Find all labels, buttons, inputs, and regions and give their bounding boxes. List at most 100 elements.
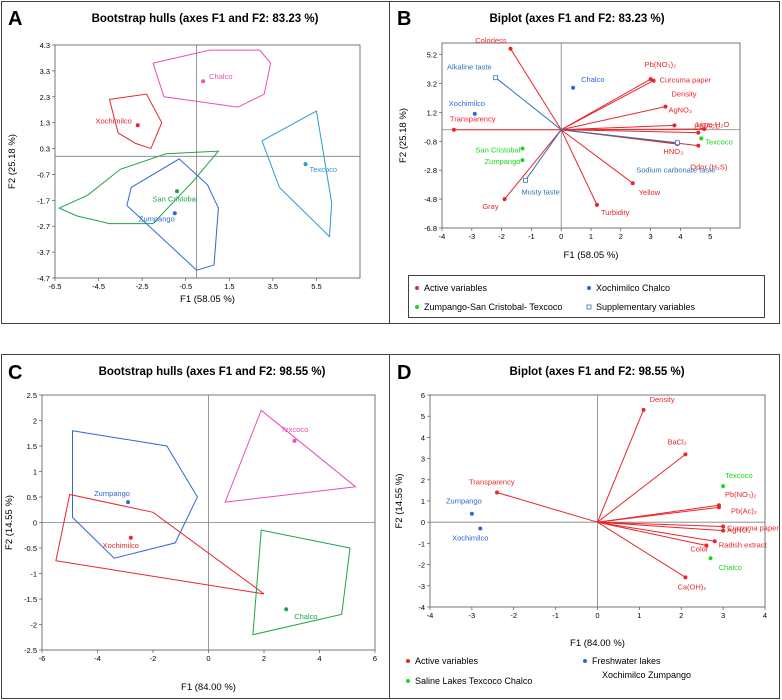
chart-a-y-tick-label: 0.3 bbox=[40, 145, 50, 154]
chart-b-y-tick-label: 1.2 bbox=[427, 108, 437, 117]
point-label: Chalco bbox=[581, 75, 604, 84]
variable-label: Transparency bbox=[450, 115, 496, 124]
point-zumpango bbox=[469, 511, 474, 516]
chart-b-y-tick-label: 5.2 bbox=[427, 51, 437, 60]
chart-a-y-tick-label: 1.3 bbox=[40, 119, 50, 128]
chart-b-biplot: Biplot (axes F1 and F2: 83.23 %) -4 -3 -2 -1… bbox=[398, 13, 741, 261]
chart-c-x-tick-label: 4 bbox=[317, 654, 321, 663]
variable-vector bbox=[597, 453, 686, 523]
chart-c-y-tick-label: -0.5 bbox=[24, 544, 37, 553]
chart-c-title: Bootstrap hulls (axes F1 and F2: 98.55 %… bbox=[99, 366, 326, 378]
variable-label: Colorless bbox=[475, 36, 507, 45]
chart-a-x-tick-label: 5.5 bbox=[311, 282, 321, 291]
variable-vector bbox=[597, 506, 719, 523]
chart-d-x-tick-label: -3 bbox=[469, 611, 476, 620]
variable-endpoint bbox=[594, 202, 599, 207]
point-san-cristobal bbox=[175, 189, 179, 194]
hull-chalco bbox=[252, 529, 351, 636]
chart-a-y-axis-label: F2 (25.18 %) bbox=[7, 134, 18, 189]
point-label: Chalco bbox=[719, 563, 742, 572]
variable-vector bbox=[597, 521, 724, 527]
variable-endpoint bbox=[716, 505, 721, 510]
variable-vector bbox=[561, 128, 705, 131]
supplementary-vector bbox=[561, 129, 678, 144]
variable-vector bbox=[510, 48, 562, 130]
variable-vector bbox=[597, 521, 686, 578]
chart-b-x-axis-label: F1 (58.05 %) bbox=[564, 250, 619, 261]
chart-c-y-tick-label: 1.5 bbox=[27, 442, 37, 451]
variable-vector bbox=[504, 129, 562, 200]
supplementary-marker bbox=[523, 177, 528, 183]
legend-label: Xochimilco Zumpango bbox=[602, 670, 691, 680]
chart-b-x-tick-label: 0 bbox=[559, 232, 563, 241]
chart-d-y-tick-label: -2 bbox=[418, 561, 425, 570]
chart-d-x-tick-label: 2 bbox=[679, 611, 683, 620]
hull-texcoco bbox=[261, 110, 333, 238]
chart-b-x-tick-label: 4 bbox=[678, 232, 682, 241]
chart-d-biplot: Biplot (axes F1 and F2: 98.55 %) -4 -3 -2 -1… bbox=[394, 366, 779, 649]
point-label: Zumpango bbox=[94, 489, 130, 498]
variable-label: BaCl₂ bbox=[667, 437, 686, 446]
point-label: Zumpango bbox=[139, 214, 175, 223]
point-label: Chalco bbox=[209, 72, 232, 81]
point-label: Xochimilco bbox=[449, 99, 485, 108]
variable-endpoint bbox=[648, 77, 653, 82]
supplementary-marker bbox=[675, 140, 680, 146]
point-chalco bbox=[201, 79, 206, 84]
panel-b-frame bbox=[389, 1, 780, 324]
variable-vector bbox=[597, 521, 724, 532]
legend-marker bbox=[415, 305, 419, 309]
chart-d-title: Biplot (axes F1 and F2: 98.55 %) bbox=[509, 366, 684, 378]
chart-c-x-tick-label: 6 bbox=[373, 654, 377, 663]
point-texcoco bbox=[303, 162, 308, 167]
chart-b-y-tick-label: -0.8 bbox=[424, 137, 437, 146]
chart-c-y-tick-label: 1 bbox=[33, 468, 37, 477]
chart-d-x-tick-label: 1 bbox=[637, 611, 641, 620]
variable-vector bbox=[597, 521, 707, 547]
chart-b-x-tick-label: -3 bbox=[468, 232, 475, 241]
chart-d-x-tick-label: 3 bbox=[721, 611, 725, 620]
supplementary-vector bbox=[525, 129, 562, 181]
point-label: Texcoco bbox=[281, 425, 309, 434]
point-zumpango bbox=[126, 500, 131, 505]
variable-endpoint bbox=[702, 126, 707, 131]
chart-a-y-tick-label: 3.3 bbox=[40, 67, 50, 76]
point-label: Xochimilco bbox=[96, 116, 132, 125]
chart-a-x-tick-label: -2.5 bbox=[136, 282, 149, 291]
variable-vector bbox=[560, 129, 598, 206]
chart-a-title: Bootstrap hulls (axes F1 and F2: 83.23 %… bbox=[92, 13, 319, 25]
chart-c-y-tick-label: 0 bbox=[33, 519, 37, 528]
point-xochimilco bbox=[128, 535, 133, 540]
chart-c-y-tick-label: -2.5 bbox=[24, 646, 37, 655]
variable-label: HNO₃ bbox=[663, 147, 683, 156]
chart-c-y-tick-label: 0.5 bbox=[27, 493, 37, 502]
chart-b-title: Biplot (axes F1 and F2: 83.23 %) bbox=[489, 13, 664, 25]
chart-d-x-tick-label: -4 bbox=[427, 611, 434, 620]
supplementary-marker bbox=[493, 75, 499, 81]
supplementary-label: Musty taste bbox=[521, 187, 559, 196]
hull-zumpango bbox=[126, 158, 219, 271]
legend-marker bbox=[415, 286, 419, 290]
variable-label: Density bbox=[672, 90, 697, 99]
chart-b-x-tick-label: 1 bbox=[589, 232, 593, 241]
variable-label: Odor (H₂S) bbox=[690, 163, 728, 172]
chart-b-y-axis-label: F2 (25.18 %) bbox=[398, 108, 409, 163]
variable-endpoint bbox=[721, 528, 726, 533]
chart-d-y-tick-label: -3 bbox=[418, 582, 425, 591]
variable-label: Lime-H₂O bbox=[696, 120, 729, 129]
chart-c-y-tick-label: -1.5 bbox=[24, 595, 37, 604]
variable-label: Pb(NO₃)₂ bbox=[725, 490, 756, 499]
chart-c-x-tick-label: -2 bbox=[150, 654, 157, 663]
variable-vector bbox=[560, 80, 654, 131]
chart-a-x-tick-label: -6.5 bbox=[49, 282, 62, 291]
chart-a-y-tick-label: -2.7 bbox=[37, 222, 50, 231]
chart-b-x-tick-label: 3 bbox=[649, 232, 653, 241]
panel-d-frame bbox=[389, 354, 780, 699]
variable-endpoint bbox=[696, 143, 701, 148]
point-texcoco bbox=[721, 484, 726, 489]
chart-d-y-tick-label: -1 bbox=[418, 539, 425, 548]
supplementary-vector bbox=[495, 77, 562, 131]
legend-label: Supplementary variables bbox=[596, 302, 696, 312]
variable-label: Yellow bbox=[639, 188, 661, 197]
chart-b-x-tick-label: 5 bbox=[708, 232, 712, 241]
